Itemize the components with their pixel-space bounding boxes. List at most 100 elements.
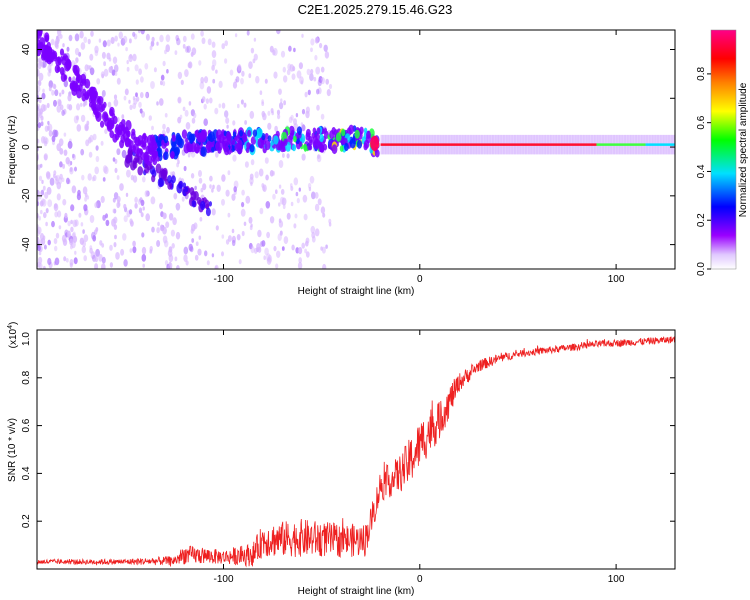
noise-speckle — [47, 199, 53, 208]
noise-speckle — [201, 37, 206, 45]
ridge-blob — [149, 134, 155, 144]
snr-frame — [36, 329, 676, 570]
noise-speckle — [54, 40, 59, 48]
noise-speckle — [43, 104, 47, 111]
noise-speckle — [74, 250, 77, 255]
noise-speckle — [95, 155, 100, 163]
noise-speckle — [293, 223, 297, 229]
noise-speckle — [165, 34, 171, 43]
ridge-blob — [46, 46, 50, 53]
ridge-blob — [283, 138, 288, 146]
noise-speckle — [82, 186, 88, 195]
ridge-blob — [134, 136, 141, 146]
noise-speckle — [194, 185, 197, 191]
noise-speckle — [82, 103, 86, 108]
noise-speckle — [111, 69, 116, 76]
ridge-blob — [81, 93, 87, 102]
ridge-blob — [329, 130, 335, 140]
noise-speckle — [301, 108, 306, 115]
x-tick-label: 0 — [417, 274, 423, 285]
noise-speckle — [70, 226, 74, 233]
noise-speckle — [200, 30, 204, 37]
noise-speckle — [69, 166, 74, 175]
noise-speckle — [42, 60, 47, 68]
noise-speckle — [61, 109, 65, 116]
low-branch-blob — [127, 148, 133, 157]
noise-speckle — [132, 96, 136, 101]
noise-speckle — [195, 241, 199, 246]
noise-speckle — [47, 125, 50, 131]
low-branch-blob — [167, 175, 173, 184]
noise-speckle — [313, 76, 317, 82]
noise-speckle — [98, 38, 102, 43]
noise-speckle — [281, 197, 287, 206]
noise-speckle — [43, 154, 48, 161]
noise-speckle — [293, 123, 299, 132]
ridge-blob — [311, 132, 316, 139]
noise-speckle — [328, 83, 333, 90]
noise-speckle — [199, 81, 205, 90]
noise-speckle — [298, 247, 303, 255]
noise-speckle — [274, 125, 278, 132]
noise-speckle — [168, 254, 174, 263]
noise-speckle — [37, 122, 42, 129]
noise-speckle — [187, 152, 191, 158]
noise-speckle — [218, 80, 223, 88]
ridge-blob — [312, 127, 317, 134]
x-tick-label: -100 — [213, 274, 233, 285]
noise-speckle — [134, 196, 138, 203]
ridge-blob — [239, 130, 244, 137]
noise-speckle — [62, 163, 65, 169]
noise-speckle — [103, 166, 109, 175]
hot-spot — [370, 135, 380, 151]
snr-series-line — [37, 336, 675, 568]
noise-speckle — [37, 261, 41, 268]
noise-speckle — [73, 257, 78, 265]
noise-speckle — [53, 170, 57, 176]
noise-speckle — [129, 38, 132, 44]
noise-speckle — [114, 35, 118, 42]
ridge-blob — [69, 80, 76, 91]
noise-speckle — [37, 245, 41, 252]
ridge-blob — [38, 45, 43, 51]
ridge-blob — [109, 130, 114, 139]
noise-speckle — [181, 196, 185, 202]
noise-speckle — [211, 188, 214, 193]
ridge-blob — [68, 76, 72, 83]
noise-speckle — [209, 184, 212, 189]
spectrogram-ticks: -100 0 100 -40 -20 0 20 40 — [21, 30, 675, 285]
noise-speckle — [281, 246, 285, 251]
noise-speckle — [309, 175, 315, 184]
noise-speckle — [40, 209, 43, 215]
noise-speckle — [197, 248, 202, 256]
noise-speckle — [110, 36, 115, 45]
noise-speckle — [240, 99, 244, 105]
noise-speckle — [39, 163, 43, 168]
noise-speckle — [300, 122, 304, 127]
noise-speckle — [71, 185, 77, 194]
noise-speckle — [243, 221, 247, 226]
noise-speckle — [314, 228, 320, 237]
noise-speckle — [257, 229, 262, 238]
ridge-blob — [175, 132, 181, 141]
noise-speckle — [325, 244, 328, 249]
snr-ticks: -100 0 100 0.2 0.4 0.6 0.8 1.0 — [21, 329, 675, 585]
noise-speckle — [123, 95, 127, 101]
noise-speckle — [139, 108, 143, 114]
y-tick-label: 40 — [21, 44, 32, 56]
noise-speckle — [175, 34, 179, 42]
ridge-blob — [130, 131, 136, 140]
ridge-blob — [161, 139, 165, 146]
noise-speckle — [39, 108, 44, 115]
noise-speckle — [38, 80, 42, 87]
ridge-blob — [189, 138, 194, 144]
noise-speckle — [287, 63, 292, 71]
noise-speckle — [40, 189, 45, 196]
noise-speckle — [119, 183, 124, 191]
noise-speckle — [61, 177, 65, 183]
noise-speckle — [166, 126, 170, 134]
ridge-blob — [264, 139, 271, 151]
noise-speckle — [102, 214, 106, 221]
noise-speckle — [209, 175, 213, 182]
noise-speckle — [214, 265, 218, 269]
